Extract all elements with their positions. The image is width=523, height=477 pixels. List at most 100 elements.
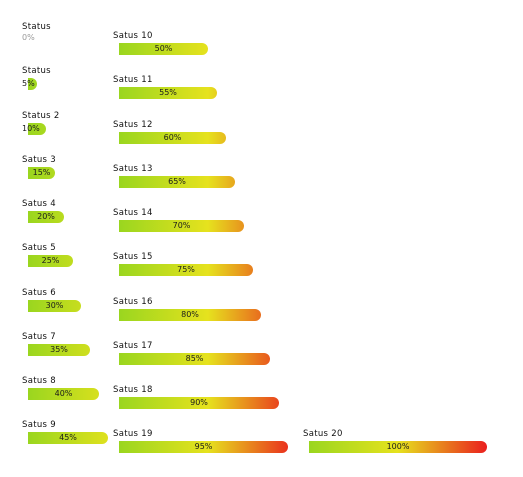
progress-percent-text: 100% [386,442,410,451]
progress-percent-text: 95% [194,442,213,451]
progress-fill [119,309,261,321]
progress-percent-text: 45% [59,433,77,442]
progress-label: Satus 16 [113,297,153,307]
progress-label: Satus 10 [113,31,153,41]
progress-label: Satus 15 [113,252,153,262]
progress-percent-text: 0% [22,33,35,42]
progress-fill [119,87,217,99]
progress-percent-text: 80% [181,310,199,319]
progress-fill [28,300,81,312]
progress-label: Satus 6 [22,288,56,298]
progress-percent-text: 20% [37,212,55,221]
progress-track: 20% [28,211,206,223]
progress-track: 55% [119,87,297,99]
progress-percent-text: 15% [32,168,51,177]
progress-item: Satus 11 55% [113,75,313,103]
progress-percent-text: 40% [54,389,73,398]
progress-item: Satus 20 100% [303,429,503,457]
progress-track: 70% [119,220,297,232]
progress-item: Satus 12 60% [113,120,313,148]
progress-fill [28,344,90,356]
progress-fill [28,123,46,135]
progress-item: Satus 15 75% [113,252,313,280]
progress-track: 10% [22,123,206,135]
progress-track: 95% [119,441,297,453]
progress-track: 30% [28,300,206,312]
progress-fill [119,43,208,55]
progress-item: Satus 7 35% [22,332,222,360]
progress-fill [309,441,487,453]
progress-percent-text: 60% [163,133,182,142]
progress-percent-text: 35% [50,345,68,354]
progress-percent-text: 25% [41,256,60,265]
progress-track: 25% [28,255,206,267]
progress-item: Satus 18 90% [113,385,313,413]
progress-track: 45% [28,432,206,444]
progress-percent-text: 70% [172,221,191,230]
progress-item: Status 0% [22,22,222,50]
progress-item: Status 2 10% [22,111,222,139]
progress-fill [119,220,244,232]
progress-track: 35% [28,344,206,356]
progress-fill [119,264,253,276]
progress-percent-text: 10% [22,124,40,133]
progress-item: Satus 9 45% [22,420,222,448]
progress-fill [28,432,108,444]
progress-label: Satus 7 [22,332,56,342]
progress-track: 85% [119,353,297,365]
progress-track: 40% [28,388,206,400]
progress-label: Satus 11 [113,75,153,85]
progress-track: 15% [28,167,206,179]
progress-item: Satus 6 30% [22,288,222,316]
progress-track: 75% [119,264,297,276]
progress-item: Satus 14 70% [113,208,313,236]
progress-label: Status 2 [22,111,60,121]
progress-percent-text: 65% [168,177,186,186]
progress-label: Satus 3 [22,155,56,165]
progress-item: Satus 3 15% [22,155,222,183]
progress-label: Satus 20 [303,429,343,439]
progress-fill [28,388,99,400]
progress-item: Satus 16 80% [113,297,313,325]
progress-label: Satus 9 [22,420,56,430]
progress-item: Satus 19 95% [113,429,313,457]
progress-percent-text: 75% [177,265,195,274]
progress-fill [119,441,288,453]
progress-label: Satus 8 [22,376,56,386]
progress-label: Status [22,22,51,32]
progress-item: Satus 10 50% [113,31,313,59]
progress-label: Satus 17 [113,341,153,351]
progress-label: Satus 19 [113,429,153,439]
progress-fill [28,211,64,223]
progress-track: 65% [119,176,297,188]
progress-track: 60% [119,132,297,144]
progress-track: 80% [119,309,297,321]
progress-fill [119,132,226,144]
progress-track: 90% [119,397,297,409]
progress-label: Satus 18 [113,385,153,395]
progress-item: Satus 13 65% [113,164,313,192]
progress-fill [28,255,73,267]
progress-fill [119,353,270,365]
progress-fill [119,176,235,188]
progress-fill [28,78,37,90]
progress-fill [28,167,55,179]
progress-item: Satus 17 85% [113,341,313,369]
progress-item: Satus 8 40% [22,376,222,404]
progress-percent-text: 90% [190,398,208,407]
progress-percent-text: 30% [45,301,64,310]
progress-label: Satus 13 [113,164,153,174]
progress-track: 50% [119,43,297,55]
progress-item: Satus 4 20% [22,199,222,227]
progress-track: 100% [309,441,487,453]
progress-percent-text: 50% [154,44,173,53]
progress-percent-text: 85% [185,354,204,363]
progress-track: 5% [22,78,206,90]
progress-label: Satus 14 [113,208,153,218]
progress-label: Status [22,66,51,76]
progress-percent-text: 5% [22,79,35,88]
progress-track: 0% [22,33,206,46]
progress-label: Satus 4 [22,199,56,209]
progress-percent-text: 55% [159,88,177,97]
progress-fill [119,397,279,409]
